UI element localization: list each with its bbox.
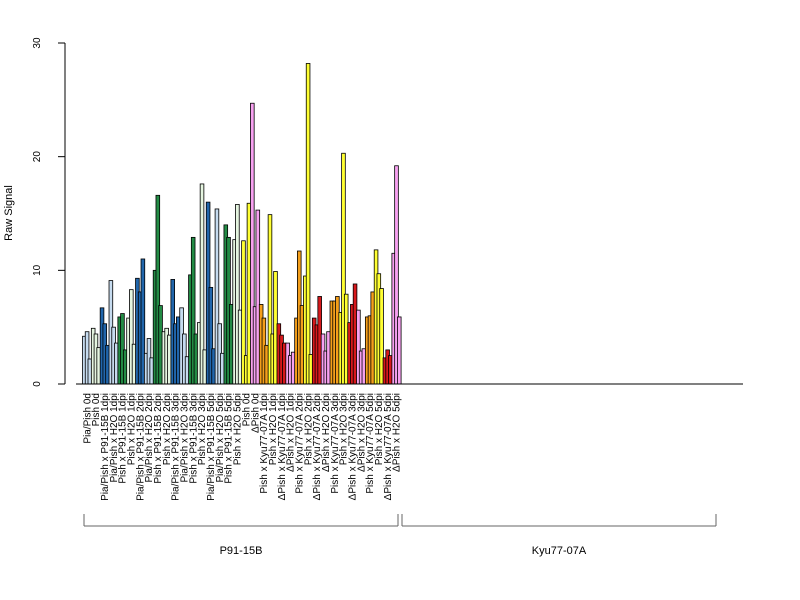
x-tick-label: ΔPish x Kyu77-07A 2dpi bbox=[312, 393, 323, 500]
x-tick-label: Pia/Pish x P91-15B 1dpi bbox=[100, 393, 111, 501]
x-tick-label: ΔPish x Kyu77-07A 3dpi bbox=[348, 393, 359, 500]
x-tick-label: Pish x H2O 3dpi bbox=[339, 393, 350, 465]
y-axis-title: Raw Signal bbox=[3, 185, 15, 241]
x-tick-label: Pia/Pish x H2O 1dpi bbox=[109, 393, 120, 483]
x-tick-label: Pish 0d bbox=[91, 393, 102, 426]
x-tick-label: Pish x H2O 5dpi bbox=[233, 393, 244, 465]
x-tick-label: Pia/Pish x H2O 5dpi bbox=[215, 393, 226, 483]
x-tick-label: Pish x Kyu77-07A 3dpi bbox=[330, 393, 341, 494]
x-tick-label: Pish x Kyu77-07A 2dpi bbox=[294, 393, 305, 494]
x-tick-label: Pia/Pish x P91-15B 3dpi bbox=[171, 393, 182, 501]
bars bbox=[82, 63, 402, 385]
x-tick-label: ΔPish x Kyu77-07A 1dpi bbox=[277, 393, 288, 500]
x-tick-label: Pish x H2O 1dpi bbox=[127, 393, 138, 465]
y-tick-label: 10 bbox=[32, 264, 43, 276]
bar bbox=[396, 316, 402, 385]
x-tick-label: Pish x H2O 2dpi bbox=[162, 393, 173, 465]
x-tick-label: Pish x P91-15B 5dpi bbox=[224, 393, 235, 484]
x-tick-label: Pia/Pish x H2O 3dpi bbox=[180, 393, 191, 483]
x-tick-label: ΔPish x H2O 2dpi bbox=[321, 393, 332, 472]
x-tick-label: ΔPish 0d bbox=[250, 393, 261, 433]
x-tick-label: Pish x H2O 3dpi bbox=[197, 393, 208, 465]
x-tick-label: Pish x P91-15B 2dpi bbox=[153, 393, 164, 484]
x-tick-label: Pish x H2O 5dpi bbox=[374, 393, 385, 465]
x-tick-label: ΔPish x H2O 5dpi bbox=[392, 393, 403, 472]
x-tick-label: Pish x P91-15B 1dpi bbox=[118, 393, 129, 484]
bar bbox=[305, 63, 311, 385]
group-brackets: P91-15B Kyu77-07A bbox=[83, 514, 717, 557]
x-tick-label: Pia/Pish 0d bbox=[82, 393, 93, 444]
x-tick-label: Pish x P91-15B 3dpi bbox=[188, 393, 199, 484]
x-tick-label: ΔPish x Kyu77-07A 5dpi bbox=[383, 393, 394, 500]
x-tick-label: Pia/Pish x P91-15B 2dpi bbox=[135, 393, 146, 501]
x-tick-label: ΔPish x H2O 3dpi bbox=[356, 393, 367, 472]
x-tick-label: Pia/Pish x H2O 2dpi bbox=[144, 393, 155, 483]
y-tick-label: 20 bbox=[32, 151, 43, 163]
y-axis: 0 10 20 30 bbox=[32, 37, 66, 387]
x-tick-label: Pish 0d bbox=[241, 393, 252, 426]
x-tick-label: Pish x H2O 2dpi bbox=[303, 393, 314, 465]
x-tick-label: ΔPish x H2O 1dpi bbox=[286, 393, 297, 472]
x-tick-label: Pish x Kyu77-07A 5dpi bbox=[365, 393, 376, 494]
x-tick-label: Pia/Pish x P91-15B 5dpi bbox=[206, 393, 217, 501]
group-label: Kyu77-07A bbox=[532, 545, 587, 557]
group-label: P91-15B bbox=[220, 545, 263, 557]
y-tick-label: 30 bbox=[32, 37, 43, 49]
x-tick-label: Pish x Kyu77-07A 1dpi bbox=[259, 393, 270, 494]
y-tick-label: 0 bbox=[32, 381, 43, 387]
x-tick-label: Pish x H2O 1dpi bbox=[268, 393, 279, 465]
